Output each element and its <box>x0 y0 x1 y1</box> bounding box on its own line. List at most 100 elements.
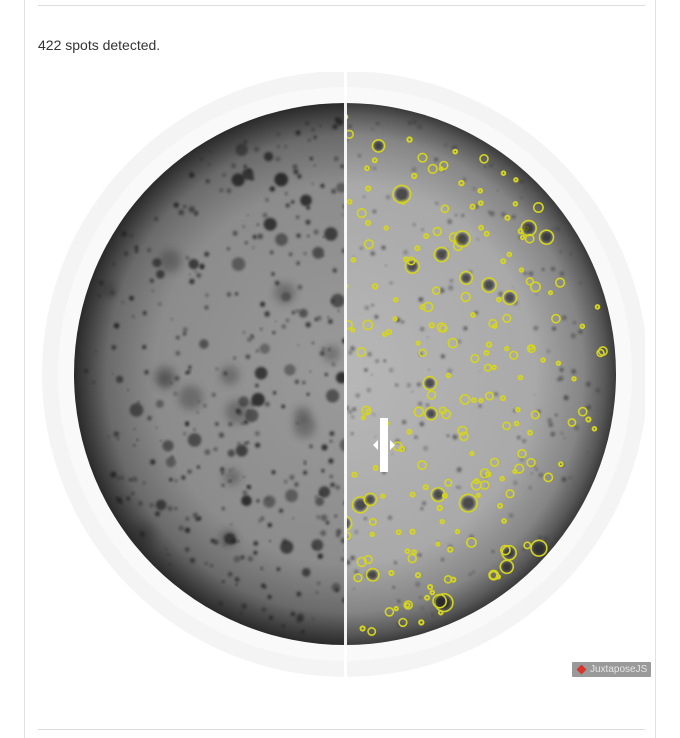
detected-spot-marker <box>404 258 420 275</box>
raw-spot <box>309 444 313 449</box>
raw-spot <box>205 293 209 297</box>
raw-spot <box>260 301 266 307</box>
slider-handle[interactable] <box>372 418 396 472</box>
raw-spot <box>330 293 345 308</box>
raw-spot <box>256 499 260 503</box>
raw-spot <box>252 234 257 240</box>
faint-spot <box>452 434 458 440</box>
faint-spot <box>563 395 569 401</box>
raw-spot <box>292 517 295 520</box>
image-comparison-viewer[interactable] <box>38 72 645 678</box>
detected-spot-marker <box>372 464 379 471</box>
faint-spot <box>393 561 398 565</box>
raw-spot <box>237 442 241 446</box>
large-spot-core <box>523 222 535 234</box>
faint-spot <box>434 157 438 162</box>
faint-spot <box>371 128 374 131</box>
raw-spot <box>283 479 288 484</box>
raw-spot <box>290 611 296 617</box>
faint-spot <box>406 383 412 388</box>
raw-spot <box>281 324 286 329</box>
raw-spot <box>275 156 281 162</box>
detected-spot-marker <box>383 225 389 231</box>
detected-spot-marker <box>371 139 386 153</box>
raw-spot <box>155 399 164 408</box>
faint-spot <box>528 271 534 276</box>
detected-spot-marker <box>514 463 525 474</box>
raw-spot <box>263 152 274 162</box>
detected-spot-marker <box>403 600 414 610</box>
detected-spot-marker <box>500 395 506 402</box>
raw-spot <box>98 294 101 298</box>
raw-spot <box>254 431 260 436</box>
faint-spot <box>389 281 393 285</box>
raw-spot <box>196 273 202 278</box>
faint-spot <box>352 587 355 590</box>
raw-spot <box>269 540 271 542</box>
faint-spot <box>524 186 527 189</box>
raw-spot <box>301 568 311 577</box>
detected-spot-marker <box>441 492 448 499</box>
detected-spot-marker <box>483 363 492 372</box>
raw-spot <box>129 234 134 238</box>
detected-spot-marker <box>491 364 497 371</box>
raw-spots-layer <box>84 117 345 634</box>
raw-spot <box>170 318 173 321</box>
raw-spot <box>328 458 334 464</box>
raw-spot <box>231 173 245 187</box>
detected-spot-marker <box>418 348 427 357</box>
raw-spot <box>128 478 133 482</box>
faint-spot <box>352 407 357 412</box>
detected-spot-marker <box>440 204 450 214</box>
faint-spot <box>350 346 355 351</box>
detected-spot-marker <box>392 316 398 322</box>
detected-spot-marker <box>477 188 484 194</box>
raw-spot <box>111 345 117 350</box>
faint-spot <box>420 507 424 511</box>
raw-spot <box>258 519 262 523</box>
slider-divider-line <box>344 72 347 678</box>
raw-spot <box>303 470 308 475</box>
raw-spot <box>160 440 162 442</box>
raw-spot <box>297 174 302 179</box>
large-spot-core <box>532 542 545 555</box>
large-spot-core <box>501 561 512 572</box>
faint-spot <box>420 606 424 610</box>
raw-spot <box>329 475 333 479</box>
raw-spot <box>311 617 314 620</box>
chevron-right-icon <box>390 440 395 450</box>
detected-spot-marker <box>415 340 421 346</box>
raw-spot <box>162 440 174 452</box>
detected-spot-marker <box>596 348 605 358</box>
faint-spot <box>457 339 462 344</box>
faint-spot <box>535 468 538 471</box>
raw-spot <box>209 150 212 153</box>
raw-spot <box>171 455 174 459</box>
detected-spot-marker <box>418 619 425 626</box>
raw-spot <box>185 256 190 260</box>
detected-spot-marker <box>524 233 535 244</box>
raw-spot <box>245 354 251 360</box>
detected-spot-marker <box>447 546 454 553</box>
raw-spot <box>149 503 154 508</box>
faint-spot <box>555 226 560 231</box>
raw-spot <box>301 630 305 634</box>
faint-spot <box>422 501 427 506</box>
raw-spot <box>124 251 129 256</box>
faint-spot <box>371 303 374 307</box>
detected-spot-marker <box>478 224 485 231</box>
faint-spot <box>522 439 526 443</box>
raw-spot <box>182 327 188 333</box>
raw-spot <box>183 432 187 436</box>
large-spot-core <box>483 279 495 291</box>
detected-spot-marker <box>422 375 438 391</box>
raw-spot <box>188 365 192 369</box>
raw-spot <box>243 140 247 144</box>
detected-spot-marker <box>481 277 497 293</box>
detected-spot-marker <box>517 448 527 459</box>
raw-spot <box>147 416 152 421</box>
raw-spot <box>253 550 258 555</box>
detected-spot-marker <box>351 471 358 478</box>
raw-spot <box>150 459 156 465</box>
juxtapose-credit-link[interactable]: JuxtaposeJS <box>572 662 652 677</box>
